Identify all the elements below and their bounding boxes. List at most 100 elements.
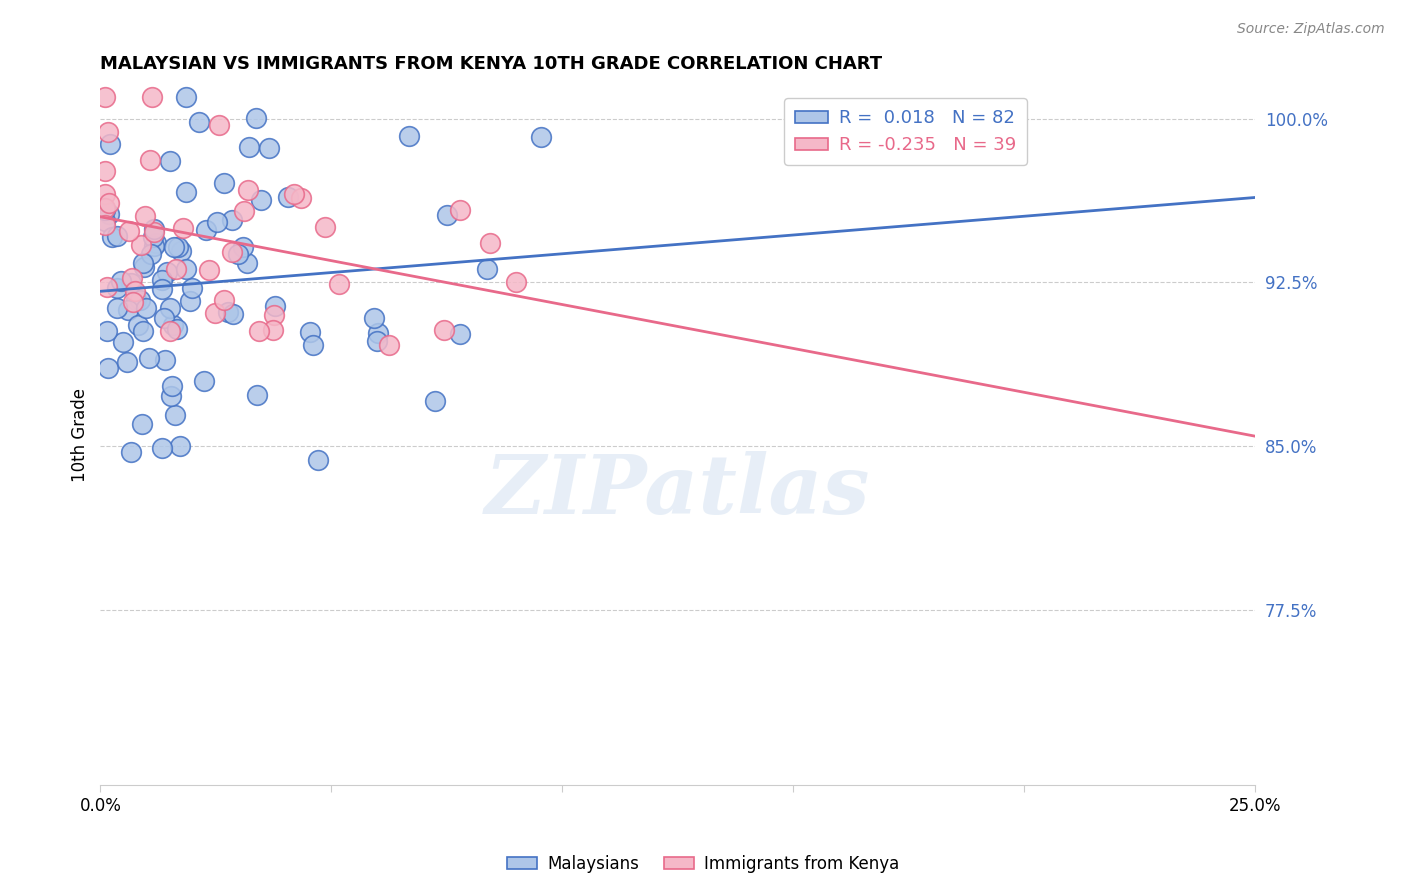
Point <box>238 183 260 197</box>
Point <box>129 238 152 252</box>
Point <box>299 325 322 339</box>
Point <box>167 240 190 254</box>
Point <box>121 270 143 285</box>
Point <box>141 89 163 103</box>
Point <box>233 204 256 219</box>
Point <box>124 284 146 298</box>
Point <box>221 213 243 227</box>
Point <box>174 185 197 199</box>
Point <box>262 323 284 337</box>
Point <box>179 293 201 308</box>
Point <box>150 441 173 455</box>
Point <box>96 280 118 294</box>
Point <box>187 115 209 129</box>
Point <box>193 374 215 388</box>
Point <box>195 223 218 237</box>
Point <box>198 263 221 277</box>
Point <box>115 355 138 369</box>
Point <box>290 191 312 205</box>
Point <box>212 176 235 190</box>
Point <box>132 255 155 269</box>
Point <box>367 326 389 340</box>
Point <box>150 273 173 287</box>
Point <box>134 209 156 223</box>
Point <box>530 129 553 144</box>
Text: Source: ZipAtlas.com: Source: ZipAtlas.com <box>1237 22 1385 37</box>
Legend: R =  0.018   N = 82, R = -0.235   N = 39: R = 0.018 N = 82, R = -0.235 N = 39 <box>785 98 1026 165</box>
Y-axis label: 10th Grade: 10th Grade <box>72 388 89 483</box>
Point <box>94 219 117 233</box>
Point <box>120 277 142 291</box>
Point <box>221 245 243 260</box>
Point <box>246 388 269 402</box>
Point <box>205 215 228 229</box>
Point <box>433 323 456 337</box>
Point <box>478 235 501 250</box>
Point <box>366 334 388 348</box>
Point <box>150 282 173 296</box>
Point <box>159 324 181 338</box>
Point <box>181 281 204 295</box>
Point <box>94 89 117 103</box>
Point <box>217 305 239 319</box>
Point <box>314 219 336 234</box>
Point <box>100 230 122 244</box>
Point <box>97 125 120 139</box>
Point <box>222 307 245 321</box>
Point <box>94 213 117 227</box>
Point <box>238 140 260 154</box>
Point <box>436 208 458 222</box>
Point <box>425 394 447 409</box>
Text: ZIPatlas: ZIPatlas <box>485 451 870 532</box>
Point <box>166 322 188 336</box>
Point <box>204 305 226 319</box>
Point <box>120 445 142 459</box>
Point <box>277 190 299 204</box>
Point <box>125 293 148 307</box>
Point <box>143 238 166 252</box>
Point <box>94 203 117 218</box>
Point <box>449 327 471 342</box>
Point <box>245 112 267 126</box>
Point <box>236 256 259 270</box>
Point <box>172 220 194 235</box>
Point <box>398 129 420 144</box>
Point <box>145 236 167 251</box>
Point <box>131 417 153 432</box>
Point <box>159 154 181 169</box>
Point <box>132 324 155 338</box>
Point <box>152 310 174 325</box>
Point <box>156 264 179 278</box>
Point <box>264 299 287 313</box>
Point <box>174 262 197 277</box>
Point <box>118 224 141 238</box>
Point <box>139 247 162 261</box>
Point <box>94 186 117 201</box>
Point <box>302 338 325 352</box>
Point <box>307 453 329 467</box>
Point <box>97 361 120 376</box>
Point <box>98 196 121 211</box>
Point <box>138 351 160 366</box>
Point <box>127 318 149 332</box>
Point <box>208 119 231 133</box>
Point <box>378 338 401 352</box>
Point <box>328 277 350 291</box>
Point <box>505 275 527 289</box>
Point <box>98 207 121 221</box>
Point <box>163 240 186 254</box>
Point <box>132 260 155 275</box>
Point <box>160 389 183 403</box>
Point <box>110 274 132 288</box>
Point <box>283 187 305 202</box>
Point <box>105 280 128 294</box>
Point <box>165 262 187 277</box>
Point <box>142 222 165 236</box>
Point <box>169 244 191 258</box>
Point <box>117 303 139 318</box>
Point <box>128 293 150 308</box>
Point <box>160 378 183 392</box>
Point <box>259 141 281 155</box>
Point <box>142 229 165 244</box>
Point <box>169 439 191 453</box>
